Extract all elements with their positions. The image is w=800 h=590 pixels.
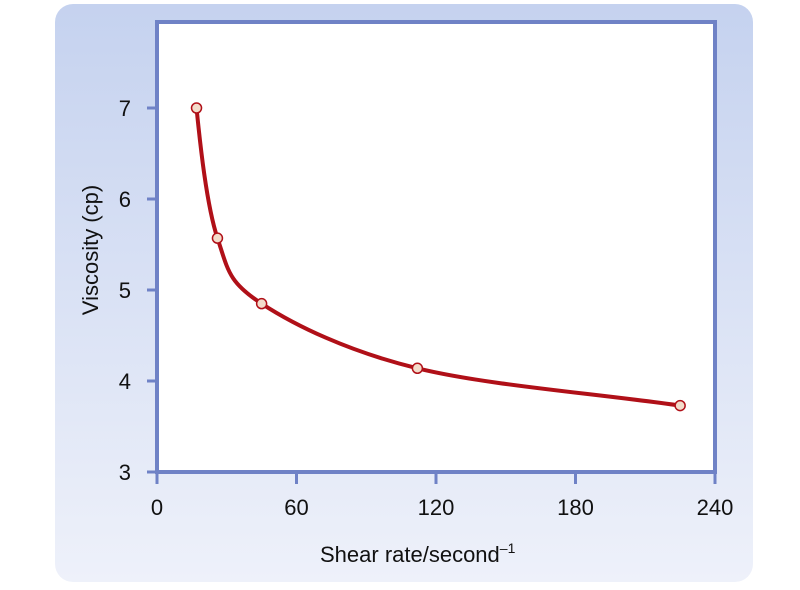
data-point xyxy=(411,362,424,375)
x-tick-label: 60 xyxy=(284,495,308,520)
y-tick-label: 6 xyxy=(119,187,131,212)
x-axis-label: Shear rate/second–1 xyxy=(320,540,516,567)
x-tick-label: 180 xyxy=(557,495,594,520)
series-line xyxy=(194,106,683,408)
x-tick-label: 120 xyxy=(418,495,455,520)
data-point xyxy=(674,399,686,412)
x-tick-label: 0 xyxy=(151,495,163,520)
y-tick-label: 7 xyxy=(119,96,131,121)
y-axis-label: Viscosity (cp) xyxy=(78,185,103,315)
y-tick-label: 4 xyxy=(119,369,131,394)
y-tick-label: 5 xyxy=(119,278,131,303)
plot-area xyxy=(157,22,715,472)
x-tick-label: 240 xyxy=(697,495,734,520)
data-point xyxy=(255,297,268,310)
y-tick-label: 3 xyxy=(119,460,131,485)
data-point xyxy=(211,232,224,244)
data-point xyxy=(190,102,203,114)
